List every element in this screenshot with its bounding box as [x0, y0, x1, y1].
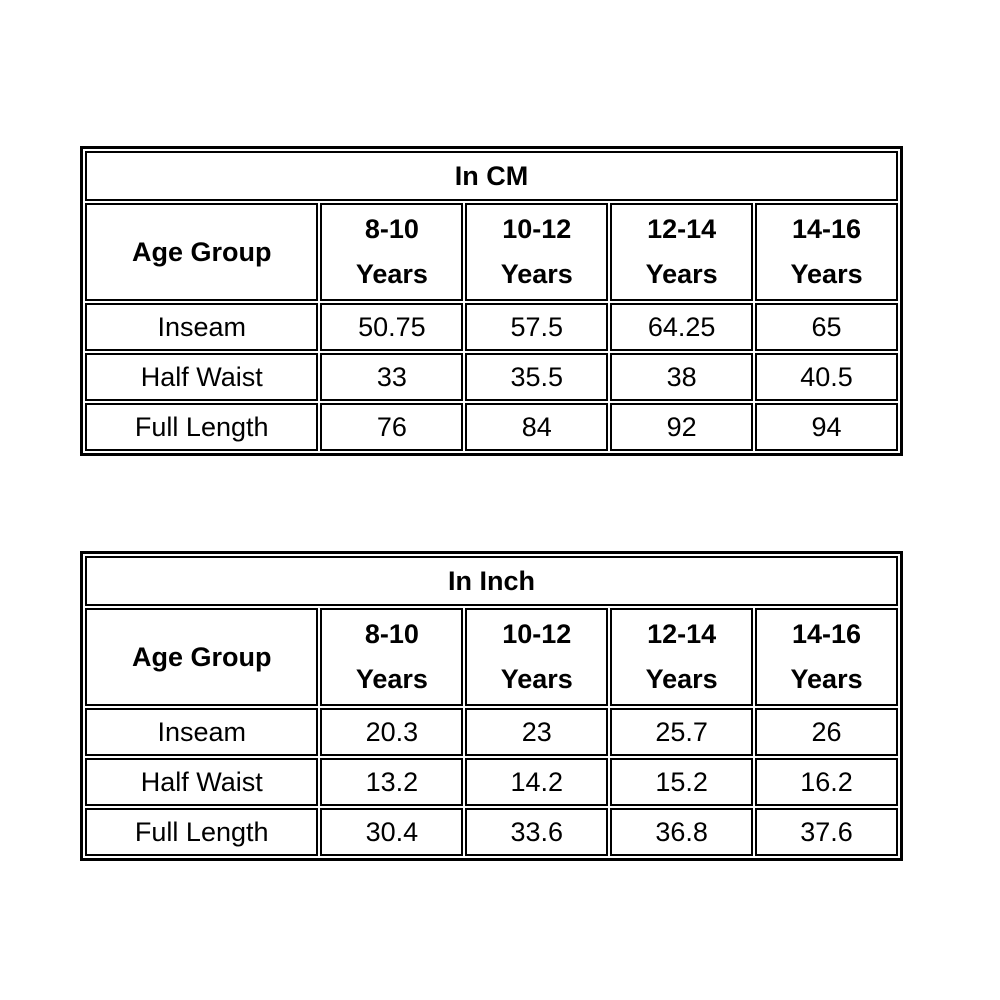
- column-header-10-12: 10-12 Years: [465, 203, 609, 301]
- table-title-row: In Inch: [85, 556, 898, 606]
- column-header-8-10: 8-10 Years: [320, 203, 464, 301]
- cell-value: 15.2: [610, 758, 754, 806]
- cell-value: 76: [320, 403, 464, 451]
- size-table-inch: In Inch Age Group 8-10 Years 10-12 Years…: [80, 551, 903, 861]
- cell-value: 65: [755, 303, 898, 351]
- table-title: In Inch: [85, 556, 898, 606]
- cell-value: 64.25: [610, 303, 754, 351]
- cell-value: 36.8: [610, 808, 754, 856]
- column-header-14-16: 14-16 Years: [755, 203, 898, 301]
- column-header-8-10: 8-10 Years: [320, 608, 464, 706]
- cell-value: 33.6: [465, 808, 609, 856]
- cell-value: 33: [320, 353, 464, 401]
- table-row-full-length: Full Length 76 84 92 94: [85, 403, 898, 451]
- row-label: Inseam: [85, 708, 319, 756]
- column-header-12-14: 12-14 Years: [610, 203, 754, 301]
- cell-value: 84: [465, 403, 609, 451]
- row-label: Full Length: [85, 808, 319, 856]
- table-header-row: Age Group 8-10 Years 10-12 Years 12-14 Y…: [85, 203, 898, 301]
- table-row-full-length: Full Length 30.4 33.6 36.8 37.6: [85, 808, 898, 856]
- cell-value: 50.75: [320, 303, 464, 351]
- age-group-header: Age Group: [85, 203, 319, 301]
- cell-value: 20.3: [320, 708, 464, 756]
- age-group-header: Age Group: [85, 608, 319, 706]
- cell-value: 94: [755, 403, 898, 451]
- row-label: Full Length: [85, 403, 319, 451]
- table-title: In CM: [85, 151, 898, 201]
- table-row-inseam: Inseam 50.75 57.5 64.25 65: [85, 303, 898, 351]
- row-label: Half Waist: [85, 353, 319, 401]
- cell-value: 26: [755, 708, 898, 756]
- table-row-inseam: Inseam 20.3 23 25.7 26: [85, 708, 898, 756]
- cell-value: 57.5: [465, 303, 609, 351]
- cell-value: 14.2: [465, 758, 609, 806]
- cell-value: 16.2: [755, 758, 898, 806]
- cell-value: 13.2: [320, 758, 464, 806]
- row-label: Half Waist: [85, 758, 319, 806]
- size-table-cm: In CM Age Group 8-10 Years 10-12 Years 1…: [80, 146, 903, 456]
- table-row-half-waist: Half Waist 13.2 14.2 15.2 16.2: [85, 758, 898, 806]
- cell-value: 35.5: [465, 353, 609, 401]
- cell-value: 38: [610, 353, 754, 401]
- cell-value: 37.6: [755, 808, 898, 856]
- column-header-12-14: 12-14 Years: [610, 608, 754, 706]
- table-header-row: Age Group 8-10 Years 10-12 Years 12-14 Y…: [85, 608, 898, 706]
- cell-value: 92: [610, 403, 754, 451]
- cell-value: 25.7: [610, 708, 754, 756]
- table-title-row: In CM: [85, 151, 898, 201]
- cell-value: 40.5: [755, 353, 898, 401]
- column-header-14-16: 14-16 Years: [755, 608, 898, 706]
- row-label: Inseam: [85, 303, 319, 351]
- table-row-half-waist: Half Waist 33 35.5 38 40.5: [85, 353, 898, 401]
- cell-value: 30.4: [320, 808, 464, 856]
- column-header-10-12: 10-12 Years: [465, 608, 609, 706]
- cell-value: 23: [465, 708, 609, 756]
